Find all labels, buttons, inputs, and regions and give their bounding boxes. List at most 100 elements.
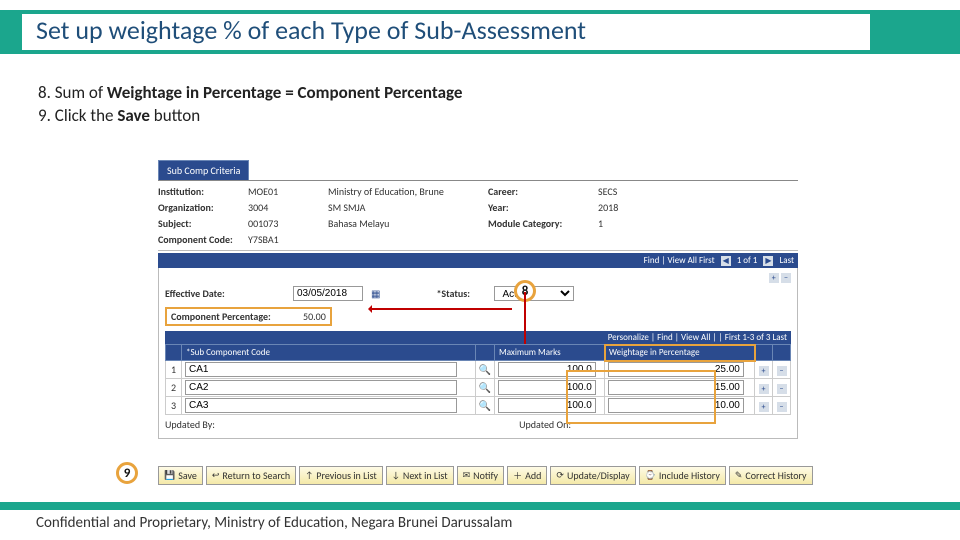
effective-date-label: Effective Date: — [165, 287, 285, 300]
title-left-tab — [0, 10, 22, 54]
page-title: Set up weightage % of each Type of Sub-A… — [36, 14, 586, 46]
subject-code: 001073 — [248, 217, 328, 230]
delete-row-icon[interactable]: − — [781, 273, 791, 283]
component-code-label: Component Code: — [158, 233, 248, 246]
subject-label: Subject: — [158, 217, 248, 230]
weightage-input[interactable] — [608, 362, 744, 377]
add-row-icon[interactable]: + — [769, 273, 779, 283]
action-button-bar: 💾Save ↩Return to Search ↑Previous in Lis… — [158, 466, 813, 485]
module-category-value: 1 — [598, 217, 668, 230]
updated-by-label: Updated By: — [165, 418, 215, 431]
row-delete-icon[interactable]: − — [777, 402, 787, 412]
row-add-icon[interactable]: + — [759, 384, 769, 394]
col-weightage-percentage[interactable]: Weightage in Percentage — [605, 345, 755, 361]
row-add-icon[interactable]: + — [759, 402, 769, 412]
row-num: 2 — [166, 379, 182, 397]
row-delete-icon[interactable]: − — [777, 384, 787, 394]
organization-label: Organization: — [158, 201, 248, 214]
subcomponent-grid: *Sub Component Code Maximum Marks Weight… — [165, 344, 791, 415]
last-text[interactable]: Last — [779, 255, 794, 266]
add-icon: ＋ — [513, 469, 522, 482]
table-row: 2 🔍 +− — [166, 379, 791, 397]
find-bar-outer[interactable]: Find | View All First ◀ 1 of 1 ▶ Last — [158, 253, 798, 268]
lookup-icon[interactable]: 🔍 — [479, 363, 491, 376]
row-add-icon[interactable]: + — [759, 366, 769, 376]
component-percentage-highlight: Component Percentage: 50.00 — [165, 307, 332, 326]
max-marks-cell — [495, 397, 605, 415]
subcomponent-code-cell — [182, 397, 476, 415]
save-icon: 💾 — [164, 470, 175, 481]
organization-name: SM SMJA — [328, 201, 488, 214]
year-value: 2018 — [598, 201, 668, 214]
footer-text: Confidential and Proprietary, Ministry o… — [36, 514, 512, 532]
row-num: 3 — [166, 397, 182, 415]
next-icon: ↓ — [392, 470, 400, 481]
module-category-label: Module Category: — [488, 217, 598, 230]
update-icon: ⟳ — [556, 470, 564, 481]
grid-personalize-bar[interactable]: Personalize | Find | View All | | First … — [165, 331, 791, 344]
arrow-8 — [370, 308, 512, 310]
notify-icon: ✉ — [463, 470, 471, 481]
step8-prefix: 8. Sum of — [38, 82, 107, 103]
weightage-cell — [605, 361, 755, 379]
update-display-button[interactable]: ⟳Update/Display — [550, 466, 635, 485]
col-maximum-marks[interactable]: Maximum Marks — [495, 345, 605, 361]
embedded-screenshot: Sub Comp Criteria Institution: MOE01 Min… — [158, 160, 798, 460]
notify-button[interactable]: ✉Notify — [457, 466, 504, 485]
max-marks-input[interactable] — [498, 362, 596, 377]
footer-stripe — [0, 502, 960, 510]
correct-icon: ✎ — [735, 470, 743, 481]
header-info-grid: Institution: MOE01 Ministry of Education… — [158, 185, 798, 246]
organization-code: 3004 — [248, 201, 328, 214]
status-label: *Status: — [436, 287, 486, 300]
weightage-input[interactable] — [608, 380, 744, 395]
col-subcomponent-code[interactable]: *Sub Component Code — [182, 345, 476, 361]
table-row: 3 🔍 +− — [166, 397, 791, 415]
lookup-icon[interactable]: 🔍 — [479, 381, 491, 394]
weightage-cell — [605, 397, 755, 415]
correct-history-button[interactable]: ✎Correct History — [729, 466, 813, 485]
calendar-icon[interactable]: ▦ — [371, 287, 380, 300]
include-history-button[interactable]: ⌚Include History — [639, 466, 726, 485]
step8-bold: Weightage in Percentage = Component Perc… — [107, 82, 463, 103]
return-to-search-button[interactable]: ↩Return to Search — [206, 466, 296, 485]
save-button[interactable]: 💾Save — [158, 466, 203, 485]
find-viewall-text[interactable]: Find | View All First — [644, 255, 715, 266]
header-separator — [158, 250, 798, 251]
max-marks-input[interactable] — [498, 398, 596, 413]
step9-bold: Save — [117, 105, 150, 126]
lookup-icon[interactable]: 🔍 — [479, 399, 491, 412]
max-marks-cell — [495, 379, 605, 397]
prev-icon: ↑ — [305, 470, 313, 481]
subcomponent-code-input[interactable] — [185, 398, 457, 413]
max-marks-input[interactable] — [498, 380, 596, 395]
component-code-value: Y7SBA1 — [248, 233, 328, 246]
effective-date-input[interactable] — [293, 286, 363, 301]
first-nav-icon[interactable]: ◀ — [721, 256, 731, 266]
subcomponent-code-input[interactable] — [185, 380, 457, 395]
add-button[interactable]: ＋Add — [507, 466, 547, 485]
return-icon: ↩ — [212, 470, 220, 481]
institution-label: Institution: — [158, 185, 248, 198]
row-num: 1 — [166, 361, 182, 379]
institution-code: MOE01 — [248, 185, 328, 198]
last-nav-icon[interactable]: ▶ — [763, 256, 773, 266]
career-value: SECS — [598, 185, 668, 198]
career-label: Career: — [488, 185, 598, 198]
row-delete-icon[interactable]: − — [777, 366, 787, 376]
subcomponent-code-cell — [182, 361, 476, 379]
weightage-input[interactable] — [608, 398, 744, 413]
weightage-cell — [605, 379, 755, 397]
tab-underline — [158, 180, 798, 181]
table-row: 1 🔍 +− — [166, 361, 791, 379]
step9-prefix: 9. Click the — [38, 105, 117, 126]
previous-in-list-button[interactable]: ↑Previous in List — [299, 466, 383, 485]
year-label: Year: — [488, 201, 598, 214]
history-icon: ⌚ — [645, 470, 656, 481]
tab-sub-comp-criteria[interactable]: Sub Comp Criteria — [158, 160, 249, 180]
next-in-list-button[interactable]: ↓Next in List — [386, 466, 454, 485]
personalize-text[interactable]: Personalize | Find | View All | | First … — [608, 332, 787, 343]
subject-name: Bahasa Melayu — [328, 217, 488, 230]
arrow-8-vertical — [524, 292, 526, 344]
subcomponent-code-input[interactable] — [185, 362, 457, 377]
